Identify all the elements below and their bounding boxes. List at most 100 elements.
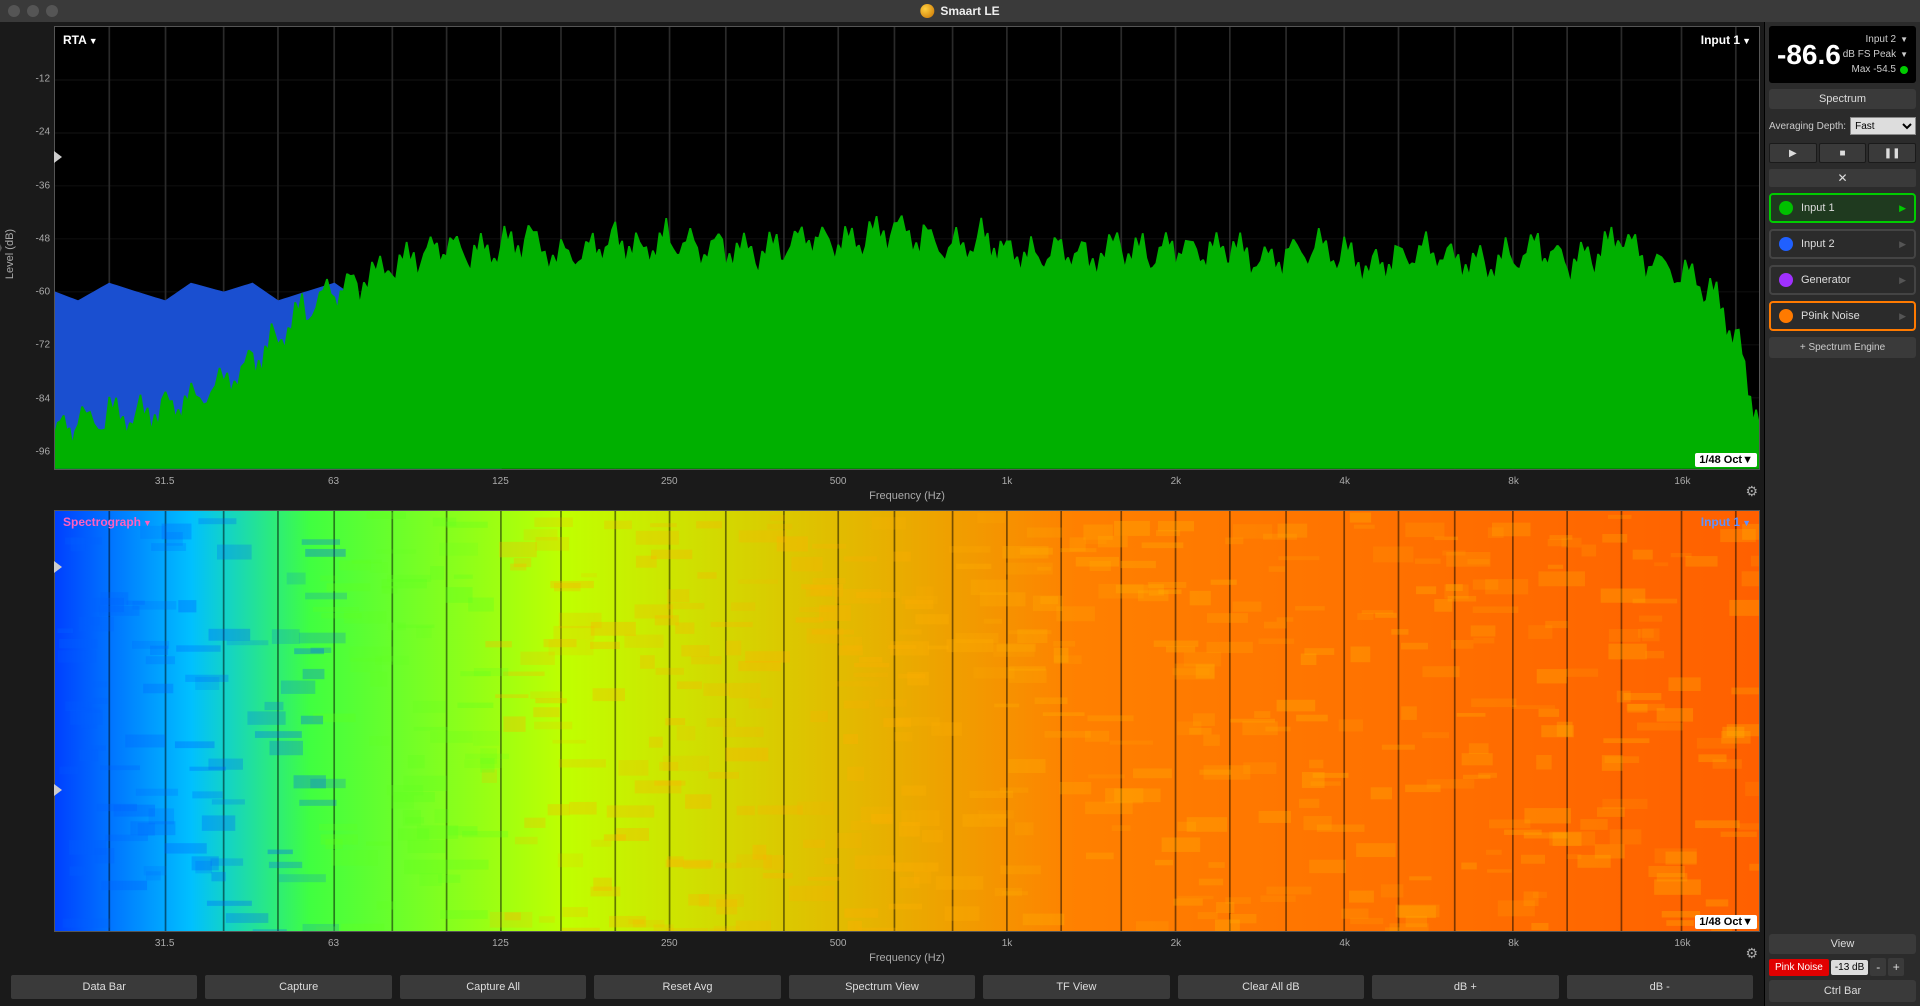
meter-info: Input 2 ▼ dB FS Peak ▼ Max -54.5: [1843, 32, 1908, 77]
generator-row: Pink Noise -13 dB - +: [1769, 958, 1916, 976]
tf-view-button[interactable]: TF View: [982, 974, 1170, 1000]
input-item-p9ink-noise[interactable]: P9ink Noise ▶: [1769, 301, 1916, 331]
rta-y-tick: -96: [36, 446, 50, 457]
spectro-x-axis-row: ✕ Frequency (Hz) ⚙ 31.5631252505001k2k4k…: [4, 936, 1760, 968]
level-meter[interactable]: -86.6 Input 2 ▼ dB FS Peak ▼ Max -54.5: [1769, 26, 1916, 83]
dropdown-icon: ▼: [1742, 36, 1751, 46]
capture-all-button[interactable]: Capture All: [399, 974, 587, 1000]
spectrograph-plot-area[interactable]: Spectrograph▼ Input 1▼ 1/48 Oct▼: [54, 510, 1760, 932]
rta-y-tick: -12: [36, 74, 50, 85]
x-tick: 250: [661, 476, 678, 487]
x-tick: 16k: [1674, 938, 1690, 949]
dropdown-icon[interactable]: ▼: [1900, 49, 1908, 61]
x-tick: 31.5: [155, 938, 174, 949]
color-swatch-icon: [1779, 273, 1793, 287]
app-icon: [920, 4, 934, 18]
traffic-lights: [8, 5, 58, 17]
averaging-select[interactable]: Fast: [1850, 117, 1916, 135]
input-label: Generator: [1801, 274, 1851, 286]
play-button[interactable]: ▶: [1769, 143, 1817, 163]
minimize-window-icon[interactable]: [27, 5, 39, 17]
color-swatch-icon: [1779, 309, 1793, 323]
marker-arrow-icon[interactable]: [54, 784, 62, 796]
rta-octave-selector[interactable]: 1/48 Oct▼: [1695, 453, 1757, 467]
averaging-label: Averaging Depth:: [1769, 121, 1846, 132]
rta-y-axis: Level (dB) -12-24-36-48-60-72-84-96: [4, 26, 54, 470]
spectrograph-chart: Spectrograph▼ Input 1▼ 1/48 Oct▼: [4, 510, 1760, 932]
spectro-svg: [55, 511, 1759, 931]
marker-arrow-icon[interactable]: [54, 561, 62, 573]
stop-button[interactable]: ■: [1819, 143, 1867, 163]
db-decrease-button[interactable]: -: [1870, 958, 1886, 976]
dropdown-icon: ▼: [1742, 454, 1753, 466]
rta-y-tick: -48: [36, 233, 50, 244]
x-tick: 500: [830, 938, 847, 949]
input-label: Input 1: [1801, 202, 1835, 214]
spectrum-section-header: Spectrum: [1769, 89, 1916, 109]
capture-button[interactable]: Capture: [204, 974, 392, 1000]
dropdown-icon[interactable]: ▼: [1900, 34, 1908, 46]
rta-y-label: Level (dB): [4, 229, 16, 279]
view-button[interactable]: View: [1769, 934, 1916, 954]
tools-button[interactable]: ✕: [1769, 169, 1916, 187]
status-dot-icon: [1900, 66, 1908, 74]
spectro-title-label[interactable]: Spectrograph▼: [63, 515, 152, 529]
x-tick: 16k: [1674, 476, 1690, 487]
x-tick: 2k: [1171, 476, 1182, 487]
db--button[interactable]: dB +: [1371, 974, 1559, 1000]
spectro-settings-icon[interactable]: ⚙: [1745, 945, 1758, 962]
rta-y-tick: -24: [36, 127, 50, 138]
x-tick: 125: [492, 938, 509, 949]
rta-plot-area[interactable]: RTA▼ Input 1▼ 1/48 Oct▼: [54, 26, 1760, 470]
spectrum-view-button[interactable]: Spectrum View: [788, 974, 976, 1000]
bottom-toolbar: Data BarCapture Capture AllReset Avg Spect…: [4, 972, 1760, 1002]
transport-controls: ▶ ■ ❚❚: [1769, 143, 1916, 163]
reset-avg-button[interactable]: Reset Avg: [593, 974, 781, 1000]
dropdown-icon: ▼: [143, 518, 152, 528]
x-tick: 8k: [1508, 938, 1519, 949]
pink-noise-button[interactable]: Pink Noise: [1769, 959, 1829, 976]
generator-db-display: -13 dB: [1831, 960, 1868, 975]
x-tick: 63: [328, 938, 339, 949]
dropdown-icon: ▼: [1742, 916, 1753, 928]
input-label: P9ink Noise: [1801, 310, 1860, 322]
input-item-input-2[interactable]: Input 2▶: [1769, 229, 1916, 259]
play-indicator-icon: ▶: [1899, 203, 1906, 214]
rta-chart: Level (dB) -12-24-36-48-60-72-84-96 RTA▼…: [4, 26, 1760, 470]
db-increase-button[interactable]: +: [1888, 958, 1904, 976]
rta-x-axis-row: ✕ Frequency (Hz) ⚙ 31.5631252505001k2k4k…: [4, 474, 1760, 506]
rta-settings-icon[interactable]: ⚙: [1745, 483, 1758, 500]
app-title: Smaart LE: [940, 4, 999, 18]
add-spectrum-engine-button[interactable]: + Spectrum Engine: [1769, 337, 1916, 358]
color-swatch-icon: [1779, 237, 1793, 251]
rta-input-selector[interactable]: Input 1▼: [1701, 33, 1751, 47]
spectro-y-axis: [4, 510, 54, 932]
input-list: Input 1 ▶ Input 2▶ Generator▶ P9ink Noise ▶: [1769, 193, 1916, 331]
marker-arrow-icon[interactable]: [54, 151, 62, 163]
titlebar: Smaart LE: [0, 0, 1920, 22]
spectro-x-label: Frequency (Hz): [869, 952, 945, 964]
db--button[interactable]: dB -: [1566, 974, 1754, 1000]
pause-button[interactable]: ❚❚: [1868, 143, 1916, 163]
x-tick: 500: [830, 476, 847, 487]
rta-title-label[interactable]: RTA▼: [63, 33, 98, 47]
data-bar-button[interactable]: Data Bar: [10, 974, 198, 1000]
ctrl-bar-button[interactable]: Ctrl Bar: [1769, 980, 1916, 1002]
spectro-octave-selector[interactable]: 1/48 Oct▼: [1695, 915, 1757, 929]
close-window-icon[interactable]: [8, 5, 20, 17]
input-item-generator[interactable]: Generator▶: [1769, 265, 1916, 295]
play-indicator-icon: ▶: [1899, 311, 1906, 322]
dropdown-icon: ▼: [1742, 518, 1751, 528]
spectro-x-axis: Frequency (Hz) ⚙ 31.5631252505001k2k4k8k…: [54, 936, 1760, 968]
dropdown-icon: ▼: [89, 36, 98, 46]
input-label: Input 2: [1801, 238, 1835, 250]
zoom-window-icon[interactable]: [46, 5, 58, 17]
rta-x-axis: Frequency (Hz) ⚙ 31.5631252505001k2k4k8k…: [54, 474, 1760, 506]
input-item-input-1[interactable]: Input 1 ▶: [1769, 193, 1916, 223]
x-tick: 1k: [1002, 938, 1013, 949]
spectro-input-selector[interactable]: Input 1▼: [1701, 515, 1751, 529]
x-tick: 250: [661, 938, 678, 949]
panel-divider-handle[interactable]: [0, 228, 2, 268]
x-tick: 2k: [1171, 938, 1182, 949]
clear-all-db-button[interactable]: Clear All dB: [1177, 974, 1365, 1000]
